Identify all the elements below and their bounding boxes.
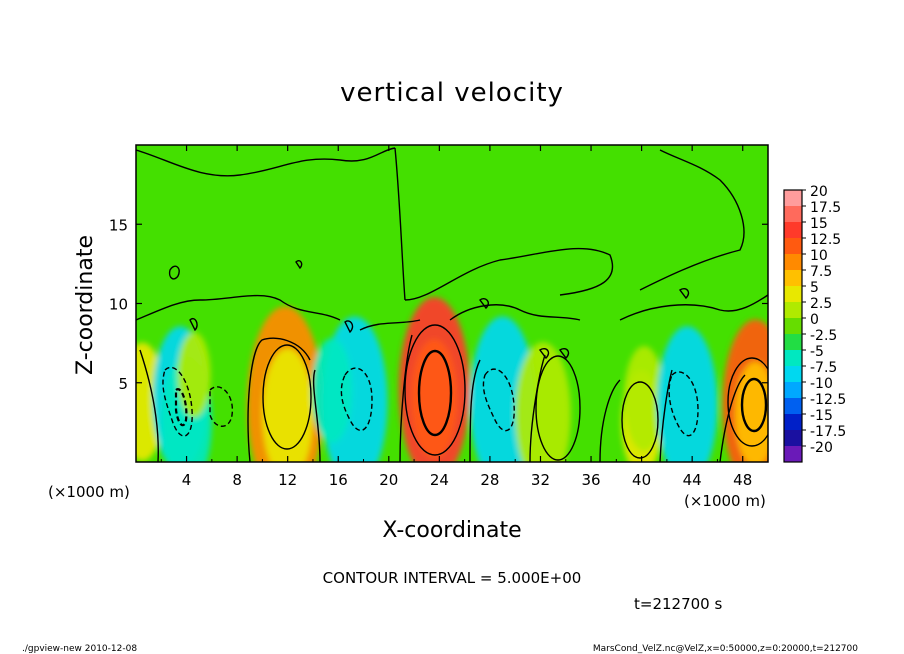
contour-lines (136, 147, 768, 462)
colorbar-swatch-10 (784, 350, 802, 367)
colorbar-swatch-8 (784, 318, 802, 335)
contour-pos-40 (621, 381, 659, 459)
time-label: t=212700 s (634, 595, 722, 613)
x-tick-label-6: 28 (480, 471, 499, 489)
x-tick-label-3: 16 (329, 471, 348, 489)
x-tick-label-11: 48 (733, 471, 752, 489)
field-cell-5 (262, 348, 313, 462)
contour-neg-8 (209, 386, 234, 427)
colorbar-label-15: -17.5 (810, 424, 846, 440)
contour-neg-4-inner (174, 388, 188, 427)
colorbar-swatch-2 (784, 222, 802, 239)
colorbar-label-9: -2.5 (810, 328, 837, 344)
colorbar-swatch-14 (784, 414, 802, 431)
x-tick-label-5: 24 (430, 471, 449, 489)
colorbar: 2017.51512.5107.552.50-2.5-5-7.5-10-12.5… (783, 184, 846, 463)
colorbar-label-2: 15 (810, 216, 828, 232)
colorbar-swatch-6 (784, 286, 802, 303)
contour-pos-24 (404, 324, 466, 456)
footer-left: ./gpview-new 2010-12-08 (22, 644, 137, 654)
x-tick-label-7: 32 (531, 471, 550, 489)
contour-interval: CONTOUR INTERVAL = 5.000E+00 (323, 569, 582, 587)
contour-pos-48-inner (740, 377, 768, 433)
colorbar-label-0: 20 (810, 184, 828, 200)
y-tick-label-2: 15 (109, 216, 128, 234)
colorbar-label-1: 17.5 (810, 200, 841, 216)
x-tick-label-2: 12 (278, 471, 297, 489)
y-tick-label-0: 5 (118, 375, 128, 393)
x-unit-right: (×1000 m) (684, 492, 766, 510)
field-cell-3 (177, 332, 211, 418)
field-cell-11 (515, 342, 571, 462)
x-tick-label-0: 4 (182, 471, 192, 489)
colorbar-swatch-16 (784, 446, 802, 463)
velocity-field (136, 297, 768, 462)
x-tick-label-10: 44 (683, 471, 702, 489)
colorbar-swatch-13 (784, 398, 802, 415)
plot-area (136, 145, 768, 462)
contour-pos-24-inner (417, 349, 453, 437)
field-cell-7 (311, 338, 353, 444)
colorbar-swatch-15 (784, 430, 802, 447)
colorbar-swatch-11 (784, 366, 802, 383)
colorbar-label-6: 5 (810, 280, 819, 296)
colorbar-label-3: 12.5 (810, 232, 841, 248)
colorbar-label-8: 0 (810, 312, 819, 328)
field-cell-14 (656, 326, 718, 462)
contour-zero-mid (136, 294, 768, 331)
colorbar-frame (783, 189, 803, 463)
colorbar-label-11: -7.5 (810, 360, 837, 376)
footer-right: MarsCond_VelZ.nc@VelZ,x=0:50000,z=0:2000… (593, 644, 858, 654)
y-tick-label-1: 10 (109, 296, 128, 314)
contour-pos-32 (535, 355, 581, 461)
contour-neg-29 (482, 368, 515, 432)
colorbar-label-5: 7.5 (810, 264, 832, 280)
colorbar-label-13: -12.5 (810, 392, 846, 408)
x-axis-label: X-coordinate (382, 518, 521, 543)
x-unit-left: (×1000 m) (48, 483, 130, 501)
x-tick-label-1: 8 (232, 471, 242, 489)
contour-zero-lower (139, 334, 746, 462)
field-cell-13 (623, 346, 665, 452)
contour-zero-upper (136, 147, 745, 301)
colorbar-label-10: -5 (810, 344, 824, 360)
x-tick-label-4: 20 (379, 471, 398, 489)
colorbar-swatch-5 (784, 270, 802, 287)
colorbar-swatch-3 (784, 238, 802, 255)
contour-neg-18 (340, 367, 373, 432)
x-tick-label-8: 36 (581, 471, 600, 489)
contour-pos-12 (262, 344, 312, 450)
colorbar-label-12: -10 (810, 376, 833, 392)
y-axis: 5 10 15 (109, 216, 768, 393)
colorbar-label-16: -20 (810, 440, 833, 456)
colorbar-swatch-9 (784, 334, 802, 351)
y-axis-label: Z-coordinate (73, 235, 98, 375)
x-tick-label-9: 40 (632, 471, 651, 489)
contour-neg-4 (162, 366, 193, 437)
contour-neg-44 (668, 371, 699, 437)
contour-pos-48 (727, 357, 768, 447)
colorbar-label-4: 10 (810, 248, 828, 264)
colorbar-label-7: 2.5 (810, 296, 832, 312)
colorbar-label-14: -15 (810, 408, 833, 424)
colorbar-swatch-1 (784, 206, 802, 223)
colorbar-swatch-4 (784, 254, 802, 271)
chart-title: vertical velocity (340, 78, 564, 108)
field-cell-16 (735, 361, 768, 462)
colorbar-swatch-0 (784, 190, 802, 207)
x-axis: 4 8 12 16 20 24 28 32 36 40 44 48 (160, 145, 752, 489)
contour-zero-small (168, 259, 690, 360)
colorbar-swatch-7 (784, 302, 802, 319)
colorbar-swatch-12 (784, 382, 802, 399)
